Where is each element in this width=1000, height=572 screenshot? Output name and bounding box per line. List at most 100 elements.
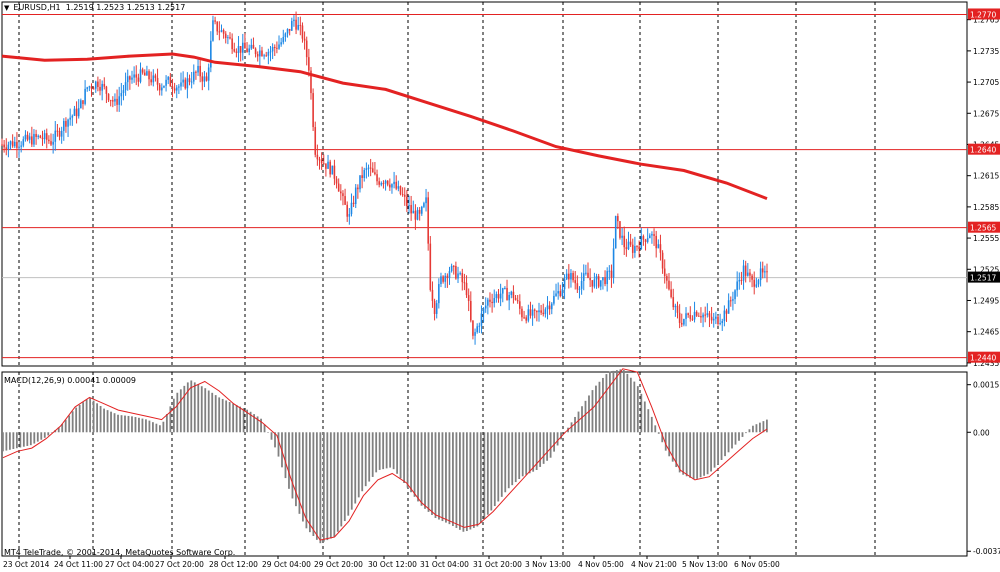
candle-bullish xyxy=(685,313,687,319)
candle-bearish xyxy=(58,130,61,137)
candle-bearish xyxy=(188,78,191,82)
macd-histogram-bar xyxy=(720,432,723,460)
macd-histogram-bar xyxy=(64,419,67,433)
candle-bearish xyxy=(337,183,340,192)
macd-histogram-bar xyxy=(336,432,339,532)
candle-bullish xyxy=(450,265,453,272)
macd-histogram-bar xyxy=(308,432,311,533)
candle-bearish xyxy=(740,279,743,281)
macd-histogram-bar xyxy=(12,432,15,450)
candle-bearish xyxy=(406,196,408,207)
macd-histogram-bar xyxy=(40,432,43,440)
macd-histogram-bar xyxy=(78,404,81,433)
candle-bullish xyxy=(365,168,368,171)
macd-histogram-bar xyxy=(92,400,95,433)
macd-histogram-bar xyxy=(591,390,594,433)
macd-histogram-bar xyxy=(479,432,482,524)
candle-bearish xyxy=(295,19,297,30)
candle-bullish xyxy=(612,248,615,278)
candle-bearish xyxy=(533,309,536,311)
macd-histogram-bar xyxy=(472,432,475,528)
candle-bearish xyxy=(109,100,112,102)
time-axis-label: 27 Oct 20:00 xyxy=(155,560,204,569)
macd-histogram-bar xyxy=(291,432,294,499)
candle-bullish xyxy=(412,210,415,214)
time-axis-label: 6 Nov 05:00 xyxy=(734,560,780,569)
macd-histogram-bar xyxy=(664,432,667,451)
candle-bearish xyxy=(461,273,464,283)
candle-bullish xyxy=(33,133,35,145)
candle-bearish xyxy=(320,159,323,164)
price-tick-label: 1.2735 xyxy=(973,47,999,56)
candle-bullish xyxy=(550,303,553,310)
candle-bearish xyxy=(668,280,670,290)
macd-histogram-bar xyxy=(274,432,276,448)
macd-histogram-bar xyxy=(745,432,747,434)
macd-histogram-bar xyxy=(661,432,664,443)
candle-bearish xyxy=(1,144,3,146)
macd-histogram-bar xyxy=(731,432,733,449)
candle-bearish xyxy=(516,300,519,302)
macd-histogram-bar xyxy=(371,432,374,477)
macd-histogram-bar xyxy=(406,432,409,488)
macd-histogram-bar xyxy=(755,424,758,433)
candle-bearish xyxy=(344,196,346,205)
macd-histogram-bar xyxy=(343,432,346,522)
candle-bullish xyxy=(180,82,182,87)
moving-average-line xyxy=(1,52,768,200)
macd-histogram-bar xyxy=(193,382,196,433)
macd-histogram-bar xyxy=(518,432,521,480)
candle-bullish xyxy=(482,308,485,314)
candle-bearish xyxy=(374,172,376,175)
macd-histogram-bar xyxy=(89,397,92,433)
dropdown-arrow-icon[interactable]: ▼ xyxy=(4,4,10,12)
macd-histogram-bar xyxy=(609,371,611,433)
macd-histogram-bar xyxy=(267,432,269,433)
candle-bullish xyxy=(565,273,568,280)
candle-bearish xyxy=(201,76,204,82)
candle-bearish xyxy=(680,322,683,325)
macd-histogram-bar xyxy=(5,432,8,451)
candle-bearish xyxy=(65,120,67,127)
candle-bearish xyxy=(357,187,359,190)
macd-histogram-bar xyxy=(302,432,304,522)
candle-bullish xyxy=(227,37,229,39)
macd-histogram-bar xyxy=(375,432,378,473)
candle-bullish xyxy=(553,295,555,304)
candle-bullish xyxy=(444,275,447,282)
candle-bearish xyxy=(670,289,672,298)
macd-histogram-bar xyxy=(322,432,325,542)
candle-bearish xyxy=(3,144,5,148)
candle-bearish xyxy=(489,299,491,302)
macd-histogram-bar xyxy=(588,395,590,433)
macd-histogram-bar xyxy=(204,388,207,433)
candle-bearish xyxy=(265,55,268,57)
candle-bearish xyxy=(529,309,532,316)
candle-bearish xyxy=(218,31,221,33)
macd-histogram-bar xyxy=(417,432,419,502)
macd-histogram-bar xyxy=(438,432,440,520)
macd-histogram-bar xyxy=(615,370,618,433)
candle-bearish xyxy=(184,79,187,89)
candle-bearish xyxy=(256,54,259,57)
macd-histogram-bar xyxy=(295,432,297,507)
level-price-tag xyxy=(968,351,1000,363)
macd-histogram-bar xyxy=(256,416,259,433)
candle-bearish xyxy=(610,270,613,278)
candle-bullish xyxy=(508,294,510,301)
candle-bullish xyxy=(293,19,295,22)
time-axis-label: 30 Oct 12:00 xyxy=(368,560,417,569)
candle-bullish xyxy=(263,55,265,57)
candle-bearish xyxy=(676,305,679,313)
candle-bearish xyxy=(749,272,751,276)
macd-histogram-bar xyxy=(525,432,528,475)
candle-bullish xyxy=(706,313,709,315)
candle-bearish xyxy=(5,147,8,150)
candle-bullish xyxy=(69,117,71,120)
candle-bearish xyxy=(224,33,227,39)
candle-bearish xyxy=(129,76,131,80)
candle-bearish xyxy=(105,86,108,94)
macd-histogram-bar xyxy=(431,432,433,515)
